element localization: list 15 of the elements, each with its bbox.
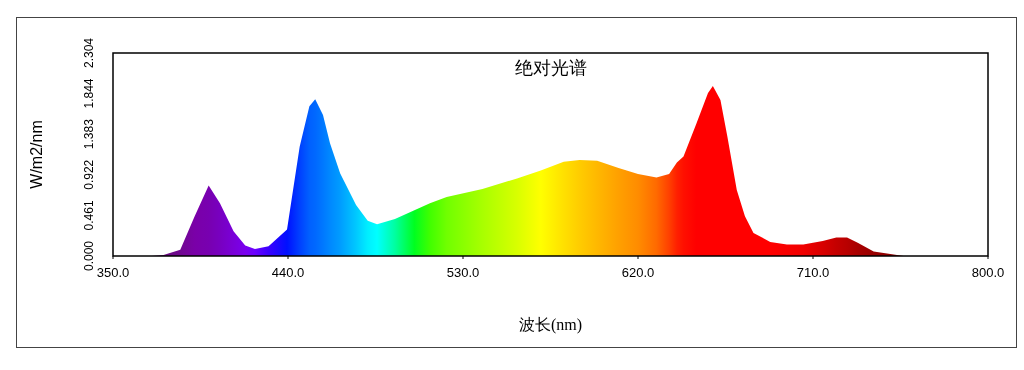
y-tick-label: 0.000 [82,240,96,272]
y-tick-label: 1.383 [82,118,96,150]
chart-title: 绝对光谱 [514,58,587,78]
y-tick-label: 1.844 [82,78,96,109]
x-tick-label: 620.0 [621,265,655,280]
x-tick-label: 800.0 [971,265,1005,280]
y-tick-label: 2.304 [82,37,96,69]
x-tick-label: 440.0 [271,265,305,280]
y-axis-title: W/m2/nm [28,120,45,189]
y-tick-label: 0.461 [82,200,96,231]
x-tick-label: 350.0 [96,265,130,280]
x-tick-label: 710.0 [796,265,830,280]
x-tick-label: 530.0 [446,265,480,280]
x-axis-title: 波长(nm) [518,316,583,334]
y-tick-label: 0.922 [82,159,96,190]
